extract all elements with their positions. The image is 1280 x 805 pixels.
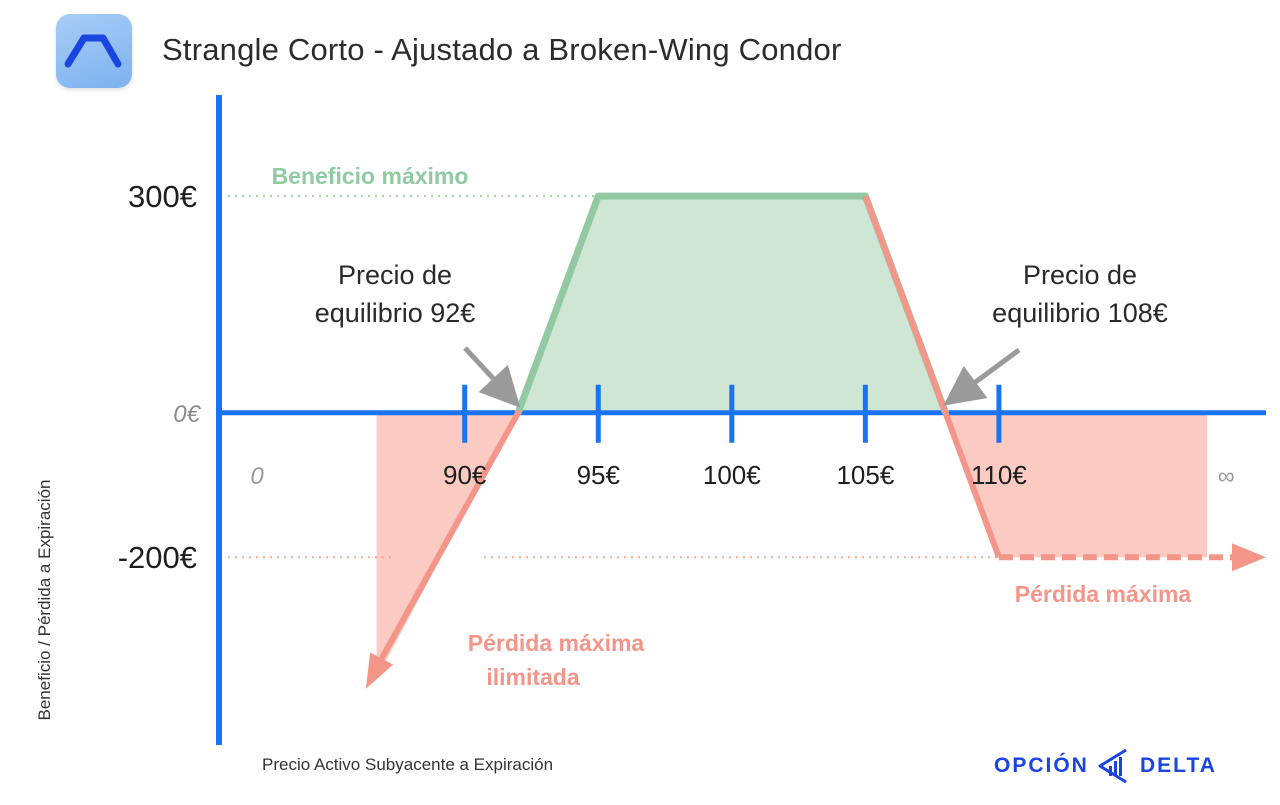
x-tick-label: 100€ xyxy=(703,460,761,490)
breakeven-low-label-line1: Precio de xyxy=(338,260,452,290)
brand-word-opcion: OPCIÓN xyxy=(994,754,1089,777)
x-end-label: ∞ xyxy=(1217,463,1234,490)
breakeven-high-label-line1: Precio de xyxy=(1023,260,1137,290)
delta-logo-icon xyxy=(1098,748,1127,784)
breakeven-low-pointer xyxy=(463,346,521,408)
breakeven-high-pointer xyxy=(943,347,1021,406)
max-profit-label: Beneficio máximo xyxy=(272,163,469,189)
brand-word-delta: DELTA xyxy=(1140,754,1217,777)
y-tick-label: -200€ xyxy=(118,540,197,575)
loss-line-left xyxy=(378,409,522,662)
loss-line-right xyxy=(862,195,1002,559)
unlimited-loss-label-line2: ilimitada xyxy=(486,664,580,690)
page-title: Strangle Corto - Ajustado a Broken-Wing … xyxy=(162,32,842,67)
y-axis-label: Beneficio / Pérdida a Expiración xyxy=(35,480,54,721)
breakeven-high-label-line2: equilibrio 108€ xyxy=(992,298,1168,328)
unlimited-loss-arrow-head xyxy=(365,652,394,689)
brand-logo: OPCIÓN DELTA xyxy=(994,744,1234,788)
breakeven-low-label-line2: equilibrio 92€ xyxy=(315,298,476,328)
x-tick-label: 95€ xyxy=(577,460,621,490)
loss-area-right xyxy=(945,412,1208,558)
unlimited-loss-label-line1: Pérdida máxima xyxy=(468,630,645,656)
payoff-diagram-icon xyxy=(56,14,132,88)
max-loss-label: Pérdida máxima xyxy=(1015,581,1192,607)
x-tick-label: 105€ xyxy=(836,460,894,490)
x-start-label: 0 xyxy=(250,463,264,490)
x-tick-label: 90€ xyxy=(443,460,487,490)
y-tick-label: 0€ xyxy=(173,401,201,428)
x-tick-label: 110€ xyxy=(971,460,1027,490)
max-loss-arrow-head xyxy=(1232,543,1266,572)
y-tick-label: 300€ xyxy=(128,179,197,214)
x-axis-label: Precio Activo Subyacente a Expiración xyxy=(262,755,553,774)
profit-area xyxy=(518,196,946,413)
